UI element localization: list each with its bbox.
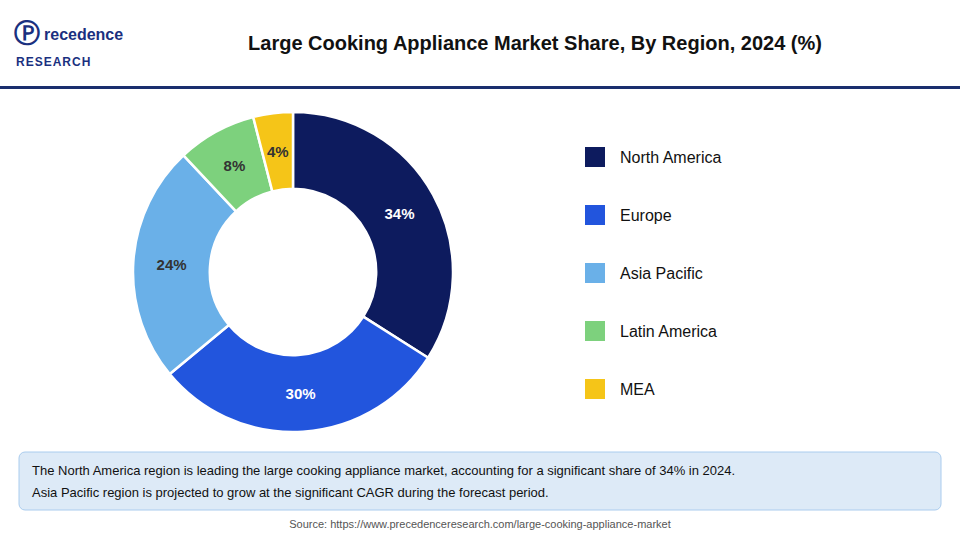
legend-label: Europe [620, 207, 672, 224]
legend-swatch [585, 321, 605, 341]
legend-swatch [585, 379, 605, 399]
donut-slice [293, 112, 453, 358]
logo-subtext: RESEARCH [16, 55, 91, 69]
legend: North America Europe Asia Pacific Latin Ame… [585, 147, 721, 399]
data-label: 30% [286, 385, 316, 402]
note-box [19, 452, 941, 510]
legend-label: MEA [620, 381, 655, 398]
background [0, 0, 960, 540]
donut-slice [253, 112, 293, 191]
legend-label: Latin America [620, 323, 717, 340]
header-line [0, 86, 960, 89]
data-label: 24% [157, 256, 187, 273]
logo-mark: Ⓟ [14, 18, 40, 48]
chart-svg: Ⓟrecedence RESEARCH Large Cooking Applianc… [0, 0, 960, 540]
chart-container: Ⓟrecedence RESEARCH Large Cooking Applianc… [0, 0, 960, 540]
data-label: 8% [224, 157, 246, 174]
logo: Ⓟrecedence RESEARCH [14, 18, 123, 69]
data-labels: 34% 30% 24% 8% 4% [157, 143, 415, 402]
donut [133, 112, 453, 432]
source: Source: https://www.precedenceresearch.c… [289, 518, 671, 530]
note-text: The North America region is leading the … [32, 463, 735, 478]
legend-label: Asia Pacific [620, 265, 703, 282]
logo-text: recedence [44, 26, 123, 43]
title: Large Cooking Appliance Market Share, By… [248, 32, 822, 54]
legend-swatch [585, 263, 605, 283]
legend-label: North America [620, 149, 721, 166]
legend-swatch [585, 205, 605, 225]
note-text: Asia Pacific region is projected to grow… [32, 485, 549, 500]
data-label: 4% [267, 143, 289, 160]
legend-swatch [585, 147, 605, 167]
data-label: 34% [385, 205, 415, 222]
note: The North America region is leading the … [19, 452, 941, 510]
